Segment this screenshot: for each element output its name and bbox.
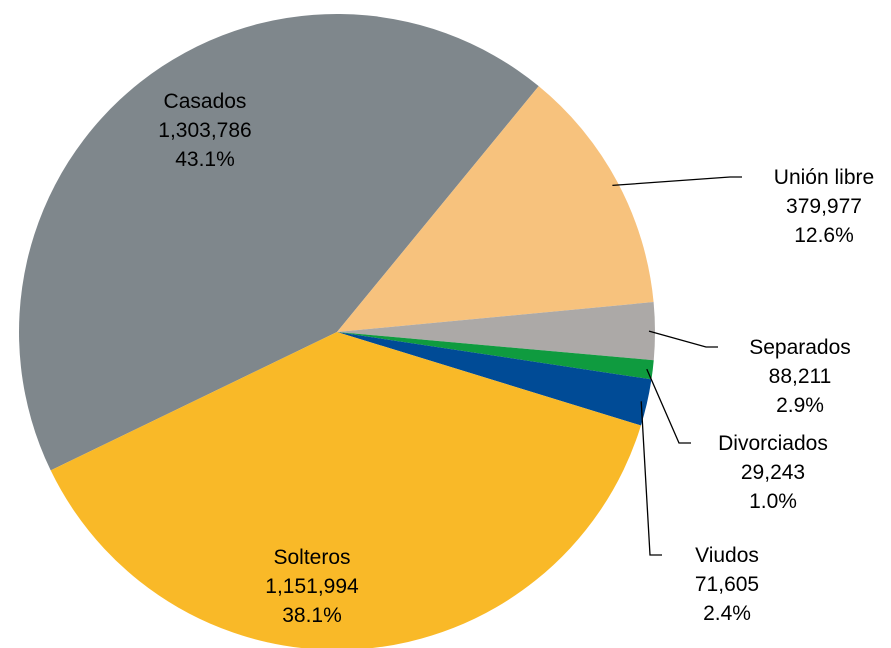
slice-value-separados: 88,211	[769, 365, 832, 388]
slice-label-union-libre: Unión libre	[774, 166, 874, 189]
slice-solteros	[50, 332, 641, 648]
leader-lines	[612, 176, 742, 556]
slice-percent-solteros: 38.1%	[282, 604, 342, 627]
leader-line-viudos	[640, 401, 662, 556]
slice-label-viudos: Viudos	[695, 544, 759, 567]
slice-percent-separados: 2.9%	[776, 394, 824, 417]
slice-casados	[19, 14, 539, 471]
slice-label-casados: Casados	[164, 90, 247, 113]
slice-value-union-libre: 379,977	[786, 195, 862, 218]
slice-value-casados: 1,303,786	[158, 119, 251, 142]
slice-label-solteros: Solteros	[273, 546, 350, 569]
slice-percent-divorciados: 1.0%	[749, 490, 797, 513]
slice-percent-union-libre: 12.6%	[794, 224, 854, 247]
slice-value-divorciados: 29,243	[741, 461, 805, 484]
slice-value-solteros: 1,151,994	[265, 575, 359, 598]
pie-slices	[19, 14, 655, 648]
slice-union-libre	[337, 86, 654, 332]
leader-line-divorciados	[646, 368, 691, 444]
slice-percent-viudos: 2.4%	[703, 602, 751, 625]
slice-viudos	[337, 332, 652, 426]
slice-labels: Casados 1,303,786 43.1% Unión libre 379,977 1…	[158, 90, 874, 627]
leader-line-separados	[648, 330, 718, 348]
leader-line-union-libre	[612, 176, 742, 187]
slice-value-viudos: 71,605	[695, 573, 759, 596]
slice-separados	[337, 302, 655, 361]
slice-label-separados: Separados	[749, 336, 851, 359]
slice-label-divorciados: Divorciados	[718, 432, 828, 455]
slice-percent-casados: 43.1%	[175, 148, 235, 171]
slice-divorciados	[337, 332, 654, 380]
